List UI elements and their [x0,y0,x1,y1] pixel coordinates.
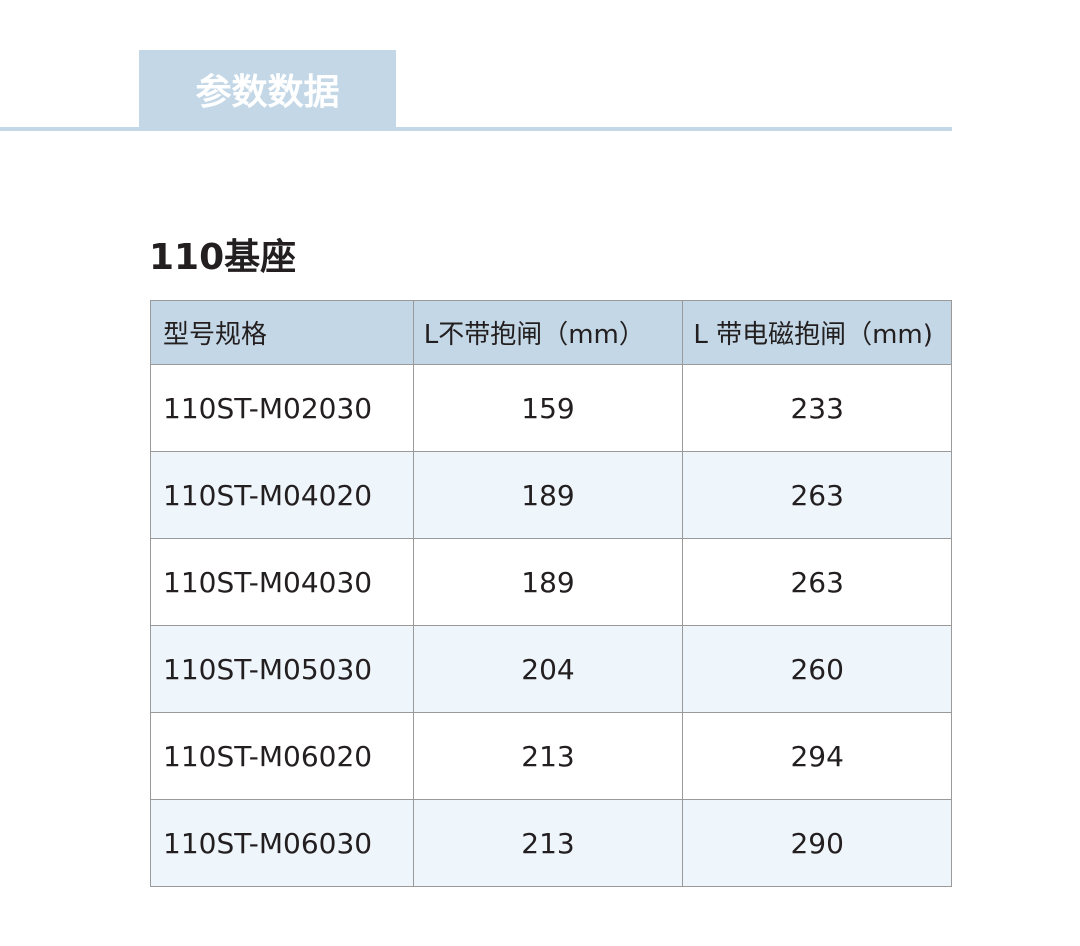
cell-model: 110ST-M06020 [150,712,414,800]
cell-model: 110ST-M04030 [150,538,414,626]
spec-table: 型号规格 L不带抱闸（mm） L 带电磁抱闸（mm) 110ST-M02030 1… [150,300,952,887]
cell-model: 110ST-M02030 [150,364,414,452]
cell-length-no-brake: 159 [412,364,684,452]
table-row: 110ST-M05030 204 260 [150,625,952,713]
cell-length-with-brake: 294 [682,712,952,800]
cell-model: 110ST-M04020 [150,451,414,539]
cell-length-no-brake: 213 [412,712,684,800]
table-row: 110ST-M04020 189 263 [150,451,952,539]
cell-length-no-brake: 213 [412,799,684,887]
cell-length-with-brake: 290 [682,799,952,887]
cell-length-no-brake: 189 [412,451,684,539]
cell-model: 110ST-M05030 [150,625,414,713]
table-row: 110ST-M06030 213 290 [150,799,952,887]
cell-length-no-brake: 189 [412,538,684,626]
header-length-with-brake: L 带电磁抱闸（mm) [682,300,952,365]
section-tab: 参数数据 [139,50,396,128]
cell-length-with-brake: 233 [682,364,952,452]
table-header-row: 型号规格 L不带抱闸（mm） L 带电磁抱闸（mm) [150,300,952,365]
table-row: 110ST-M06020 213 294 [150,712,952,800]
header-length-no-brake: L不带抱闸（mm） [412,300,684,365]
cell-length-no-brake: 204 [412,625,684,713]
cell-length-with-brake: 260 [682,625,952,713]
table-row: 110ST-M04030 189 263 [150,538,952,626]
section-tab-label: 参数数据 [195,72,340,113]
section-divider [0,127,952,131]
table-title: 110基座 [149,237,297,278]
cell-length-with-brake: 263 [682,538,952,626]
table-row: 110ST-M02030 159 233 [150,364,952,452]
header-model: 型号规格 [150,300,414,365]
cell-length-with-brake: 263 [682,451,952,539]
cell-model: 110ST-M06030 [150,799,414,887]
